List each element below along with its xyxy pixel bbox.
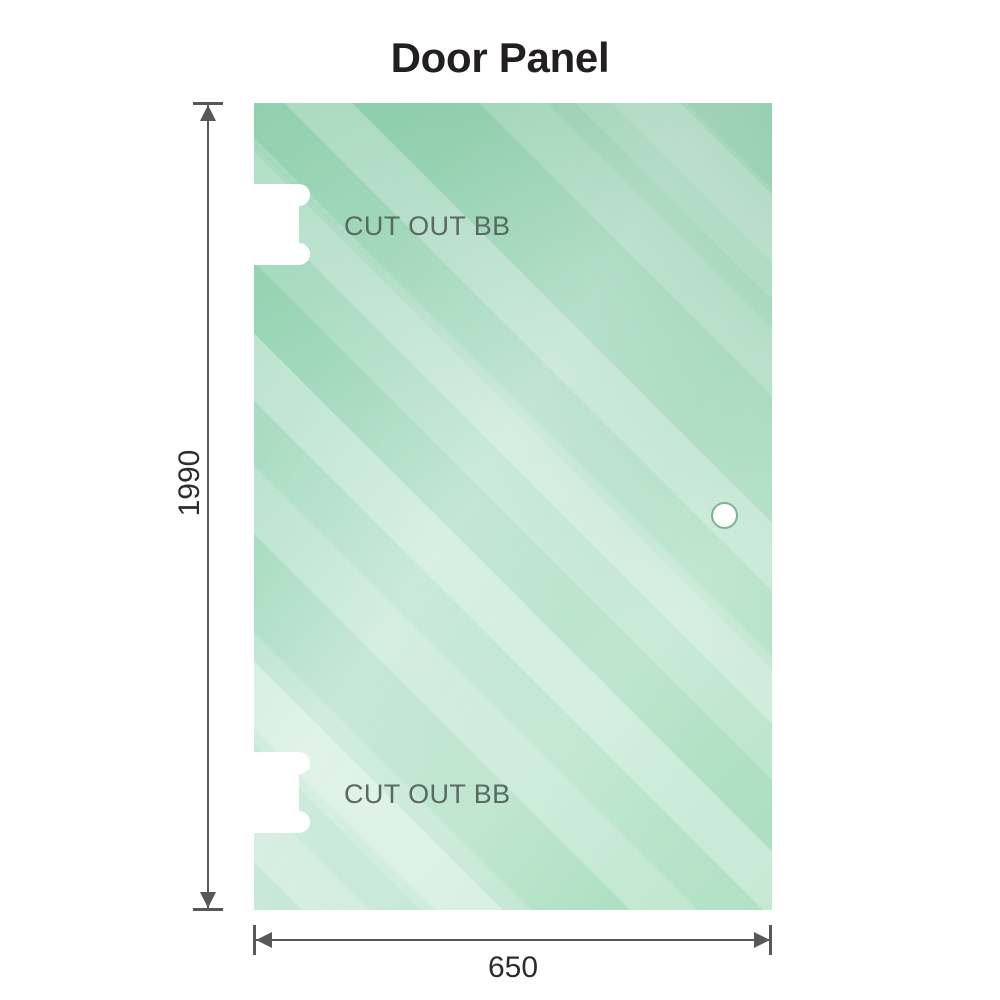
panel-base-fill [254, 103, 772, 910]
cutout-notch-bottom-bump-upper [288, 752, 310, 774]
width-dimension-arrow-left-icon [256, 932, 272, 948]
height-dimension-cap-bottom [193, 908, 223, 911]
cutout-label-top: CUT OUT BB [344, 211, 511, 241]
panel-sheen-overlay [254, 103, 772, 910]
cutout-label-bottom: CUT OUT BB [344, 779, 511, 809]
cutout-notch-top [254, 184, 310, 265]
cutout-notch-top-bump-lower [288, 243, 310, 265]
height-dimension-line [207, 103, 209, 910]
cutout-notch-bottom [254, 752, 310, 833]
width-dimension-cap-right [769, 925, 772, 955]
height-dimension-label: 1990 [173, 449, 206, 517]
panel-shading-overlay [254, 103, 772, 910]
glass-door-panel: CUT OUT BB CUT OUT BB [254, 103, 772, 910]
handle-hole [713, 504, 736, 527]
height-dimension-cap-top [193, 102, 223, 105]
cutout-notch-top-bump-upper [288, 184, 310, 206]
width-dimension-line [254, 939, 772, 941]
panel-diagonal-streaks-secondary [254, 103, 772, 910]
page-title: Door Panel [390, 34, 610, 81]
height-dimension-arrow-up-icon [200, 105, 216, 121]
cutout-notch-bottom-bump-lower [288, 811, 310, 833]
width-dimension-label: 650 [487, 951, 539, 984]
width-dimension-arrow-right-icon [754, 932, 770, 948]
panel-diagonal-streaks [254, 103, 772, 910]
height-dimension-arrow-down-icon [200, 892, 216, 908]
width-dimension-cap-left [253, 925, 256, 955]
